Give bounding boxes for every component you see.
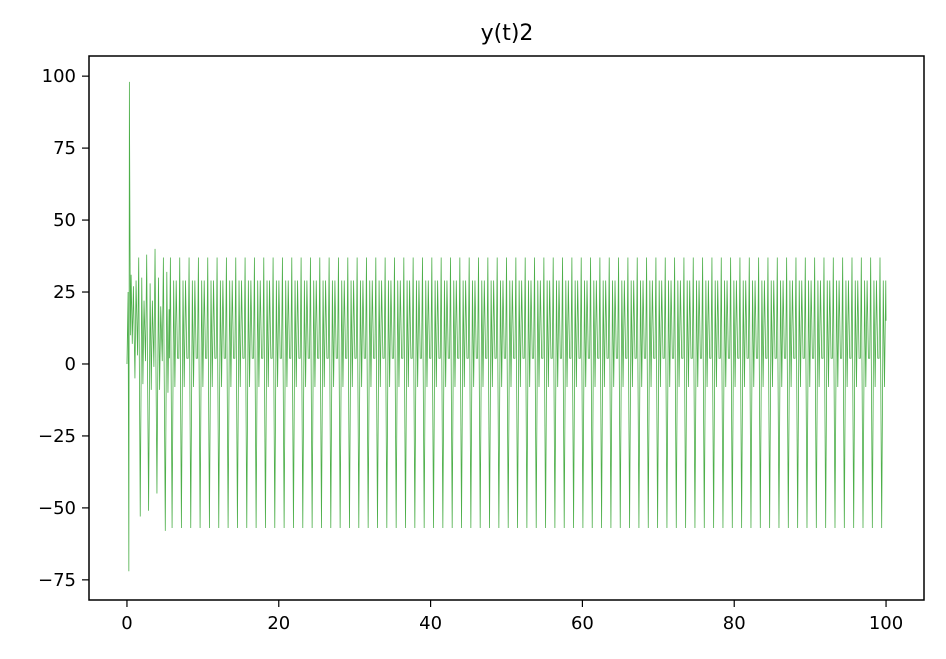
y-tick-label: 75: [53, 138, 76, 159]
y-axis: 100 75 50 25 0 −25 −50 −75: [38, 66, 89, 591]
x-tick-label: 20: [267, 613, 290, 634]
x-tick-label: 0: [121, 613, 132, 634]
y-tick-label: 50: [53, 210, 76, 231]
chart-title: y(t)2: [481, 21, 534, 46]
y-tick-label: 25: [53, 282, 76, 303]
y-tick-label: 0: [65, 354, 76, 375]
x-tick-label: 60: [571, 613, 594, 634]
y-tick-label: −75: [38, 570, 76, 591]
series-line-y-t-2: [126, 81, 887, 572]
x-axis: 0 20 40 60 80 100: [121, 600, 903, 634]
y-tick-label: 100: [42, 66, 76, 87]
plot-frame: [88, 55, 925, 601]
x-tick-label: 80: [723, 613, 746, 634]
y-tick-label: −50: [38, 498, 76, 519]
plot-area: [126, 81, 887, 572]
y-tick-label: −25: [38, 426, 76, 447]
x-tick-label: 100: [869, 613, 903, 634]
x-tick-label: 40: [419, 613, 442, 634]
